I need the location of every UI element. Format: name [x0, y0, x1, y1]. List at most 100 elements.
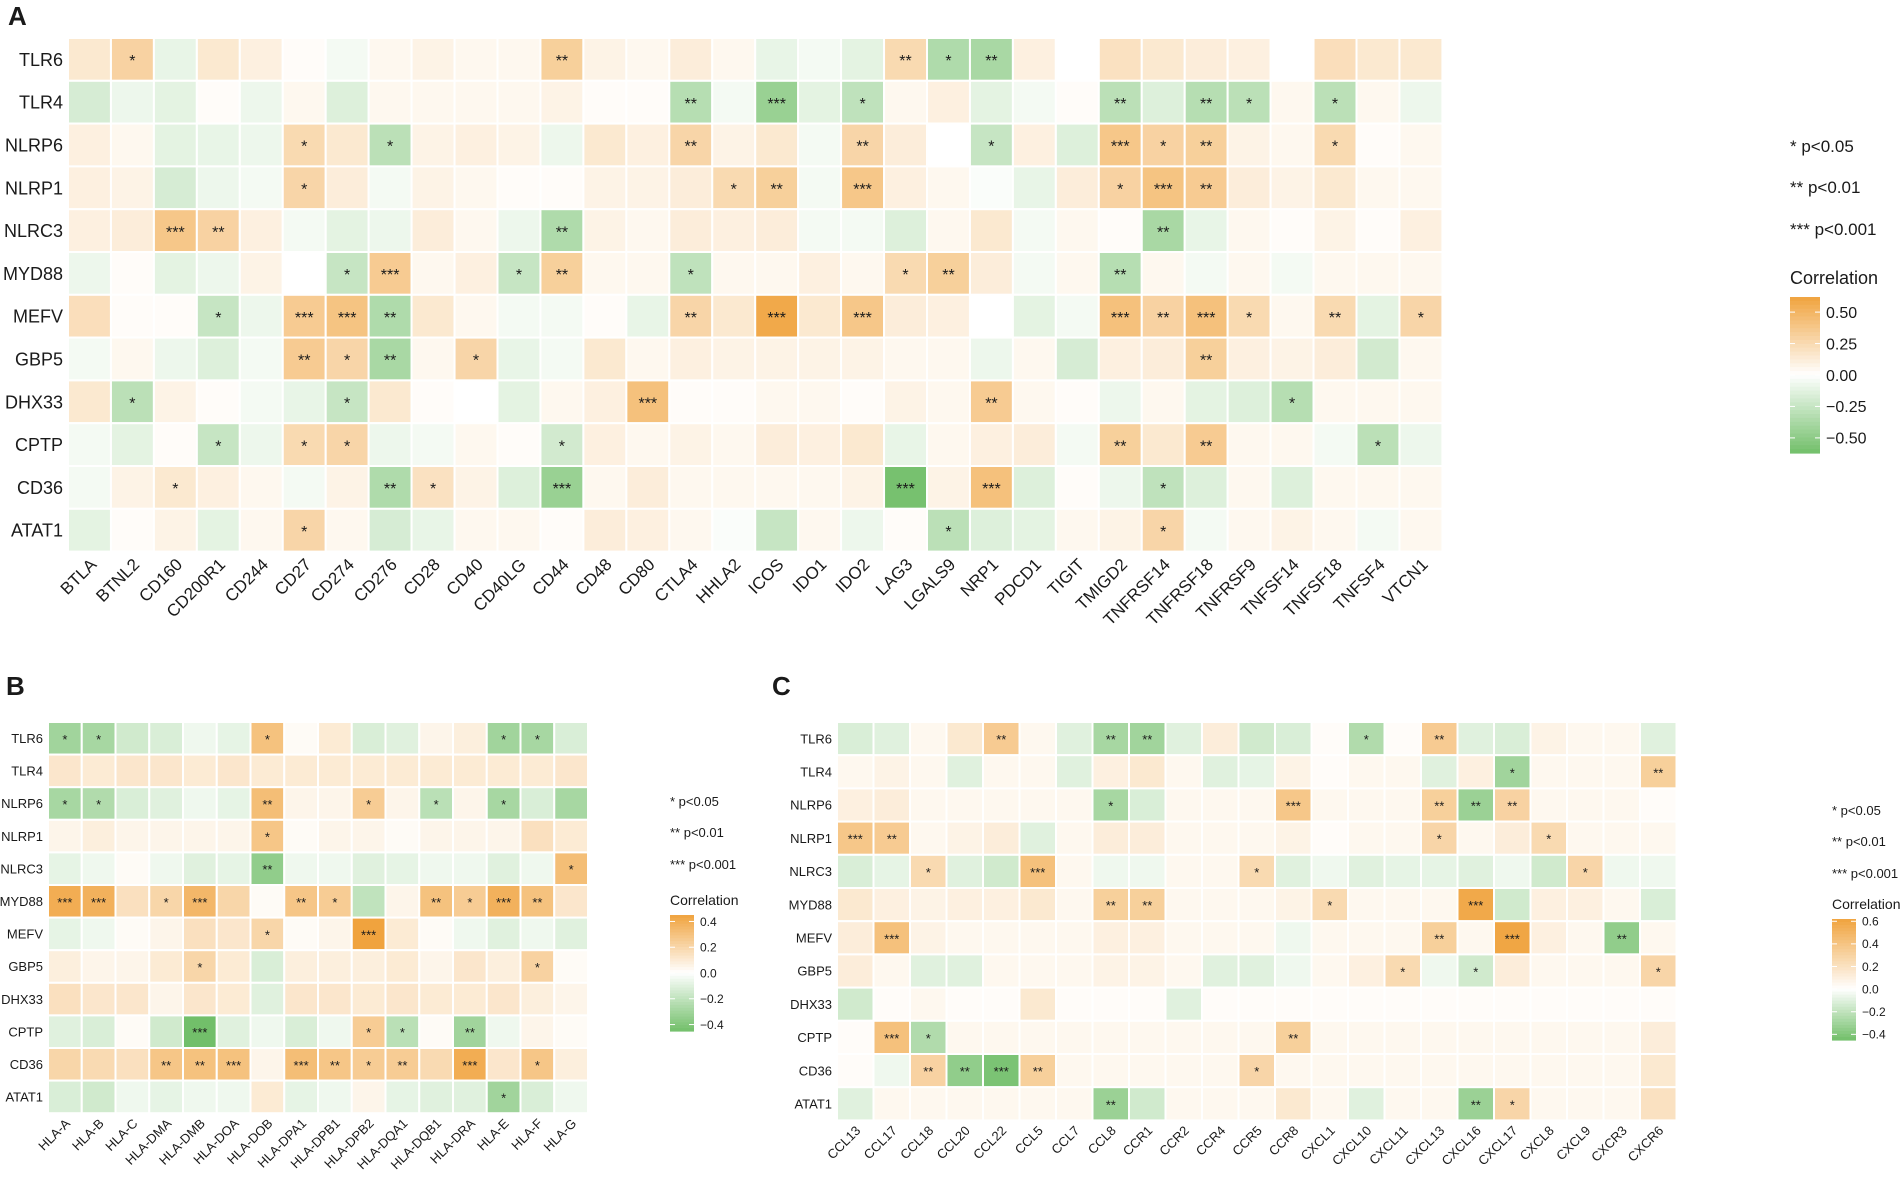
heatmap-cell-c-myd88-cxcl13	[1420, 887, 1459, 923]
heatmap-cell-b-nlrp6-hla-g	[553, 786, 589, 821]
heatmap-cell-a-myd88-cd48	[582, 251, 628, 296]
heatmap-cell-c-nlrc3-cxcl8	[1529, 853, 1568, 889]
colorbar-segment-a	[1790, 371, 1820, 376]
heatmap-cell-b-nlrp6-hla-dqa1	[384, 786, 421, 821]
row-label-c-cptp: CPTP	[797, 1030, 832, 1045]
heatmap-cell-c-dhx33-cxcl10	[1347, 986, 1386, 1022]
heatmap-cell-b-nlrp1-hla-dpb1	[317, 818, 353, 854]
heatmap-cell-a-gbp5-nrp1	[968, 336, 1014, 382]
heatmap-cell-a-cptp-tnfsf14	[1269, 422, 1315, 468]
heatmap-cell-a-gbp5-tnfsf18	[1312, 336, 1358, 382]
heatmap-cell-a-nlrc3-btnl2	[109, 208, 155, 253]
heatmap-cell-c-dhx33-cxcl8	[1529, 986, 1568, 1022]
significance-mark: *	[344, 438, 350, 455]
heatmap-cell-b-atat1-hla-dqa1	[384, 1079, 421, 1115]
heatmap-cell-c-nlrp1-ccl8	[1091, 820, 1130, 856]
significance-mark: *	[1400, 964, 1405, 979]
heatmap-cell-b-atat1-hla-dob	[249, 1079, 286, 1115]
heatmap-cell-b-cptp-hla-e	[485, 1014, 522, 1050]
heatmap-cell-c-tlr4-ccr1	[1128, 754, 1167, 790]
heatmap-cell-c-gbp5-ccl7	[1055, 953, 1094, 989]
heatmap-cell-b-tlr4-hla-dpa1	[283, 753, 319, 789]
heatmap-cell-c-gbp5-ccr8	[1274, 953, 1313, 989]
colorbar-segment-b	[670, 920, 694, 925]
heatmap-cell-c-nlrp6-ccl13	[836, 787, 875, 823]
heatmap-cell-a-tlr4-lgals9	[926, 79, 971, 125]
colorbar-tick-label-a: −0.50	[1826, 431, 1867, 448]
significance-mark: **	[1200, 182, 1212, 199]
heatmap-cell-a-myd88-tnfsf18	[1312, 251, 1358, 296]
heatmap-cell-c-dhx33-ccl22	[982, 986, 1021, 1022]
significance-mark: **	[212, 224, 224, 241]
significance-mark: *	[945, 53, 951, 70]
col-label-b-hla-e: HLA-E	[474, 1115, 512, 1153]
heatmap-cell-a-tlr4-tnfsf4	[1355, 79, 1401, 125]
heatmap-cell-c-cd36-cxcl10	[1347, 1053, 1386, 1089]
significance-mark: ***	[896, 481, 915, 498]
row-label-a-tlr4: TLR4	[19, 93, 63, 113]
heatmap-cell-b-tlr6-hla-f	[519, 721, 556, 756]
heatmap-cell-c-atat1-cxcl11	[1383, 1086, 1422, 1122]
colorbar-segment-c	[1832, 922, 1856, 926]
colorbar-segment-b	[670, 935, 694, 939]
significance-mark: **	[465, 1025, 475, 1040]
heatmap-cell-c-nlrc3-ccr2	[1164, 853, 1203, 889]
significance-mark: ***	[767, 310, 786, 327]
heatmap-cell-a-cd36-lgals9	[926, 465, 971, 510]
heatmap-cell-a-atat1-btnl2	[109, 507, 155, 553]
heatmap-cell-b-cd36-hla-dpa1	[283, 1047, 319, 1082]
heatmap-cell-c-myd88-ccl13	[836, 887, 875, 923]
heatmap-cell-b-mefv-hla-c	[114, 916, 151, 952]
heatmap-cell-a-tlr4-nrp1	[968, 79, 1014, 125]
col-label-a-btnl2: BTNL2	[92, 555, 143, 606]
heatmap-cell-b-mefv-hla-doa	[215, 916, 252, 952]
significance-mark: **	[1200, 438, 1212, 455]
heatmap-cell-c-cd36-ccr8	[1274, 1053, 1313, 1089]
heatmap-cell-c-tlr4-ccl13	[836, 754, 875, 790]
significance-mark: **	[1288, 1031, 1298, 1046]
significance-mark: *	[1546, 832, 1551, 847]
significance-mark: **	[195, 1058, 205, 1073]
heatmap-cell-c-mefv-ccl7	[1055, 920, 1094, 956]
colorbar-segment-a	[1790, 359, 1820, 364]
panel-label-c: C	[772, 671, 791, 701]
heatmap-cell-b-nlrc3-hla-e	[485, 851, 522, 887]
heatmap-cell-b-tlr4-hla-g	[553, 753, 589, 789]
significance-mark: *	[1418, 310, 1424, 327]
heatmap-cell-c-nlrp6-cxcl9	[1566, 787, 1605, 823]
row-label-b-nlrp1: NLRP1	[1, 829, 43, 844]
heatmap-cell-c-dhx33-ccr5	[1237, 986, 1276, 1022]
heatmap-cell-a-myd88-tnfsf4	[1355, 251, 1401, 296]
heatmap-cell-c-myd88-cxcl17	[1493, 887, 1532, 923]
significance-mark: *	[1246, 96, 1252, 113]
heatmap-cell-a-dhx33-btnl2	[109, 379, 155, 425]
row-label-b-dhx33: DHX33	[1, 992, 43, 1007]
heatmap-cell-b-tlr4-hla-a	[47, 753, 83, 789]
heatmap-cell-c-nlrp1-ccr8	[1274, 820, 1313, 856]
heatmap-cell-b-tlr4-hla-dpb1	[317, 753, 353, 789]
col-label-a-hhla2: HHLA2	[692, 555, 744, 607]
heatmap-cell-b-nlrp6-hla-dra	[452, 786, 488, 821]
col-label-a-cd28: CD28	[400, 555, 444, 599]
heatmap-cell-a-gbp5-cd274	[324, 336, 370, 382]
heatmap-cell-b-tlr4-hla-dma	[148, 753, 184, 789]
heatmap-cell-c-tlr4-cxcl1	[1310, 754, 1349, 790]
heatmap-cell-a-mefv-ido1	[797, 293, 843, 339]
colorbar-segment-c	[1832, 949, 1856, 953]
heatmap-cell-a-nlrp6-pdcd1	[1011, 122, 1057, 168]
heatmap-cell-b-atat1-hla-dma	[148, 1079, 184, 1115]
heatmap-cell-a-myd88-nrp1	[968, 251, 1014, 296]
colorbar-segment-b	[670, 938, 694, 942]
heatmap-cell-a-mefv-cd40lg	[496, 293, 542, 339]
heatmap-cell-a-tlr6-cd274	[324, 37, 370, 82]
heatmap-cell-c-atat1-ccr8	[1274, 1086, 1313, 1122]
col-label-c-ccl17: CCL17	[861, 1123, 900, 1162]
colorbar-segment-a	[1790, 445, 1820, 450]
colorbar-tick-label-a: −0.25	[1826, 399, 1867, 416]
heatmap-cell-c-mefv-ccr1	[1128, 920, 1167, 956]
significance-mark: *	[501, 797, 506, 812]
heatmap-cell-c-gbp5-ccl22	[982, 953, 1021, 989]
colorbar-segment-a	[1790, 347, 1820, 353]
heatmap-cell-b-nlrc3-hla-dra	[452, 851, 488, 887]
heatmap-cell-a-nlrc3-tnfrsf9	[1226, 208, 1272, 253]
